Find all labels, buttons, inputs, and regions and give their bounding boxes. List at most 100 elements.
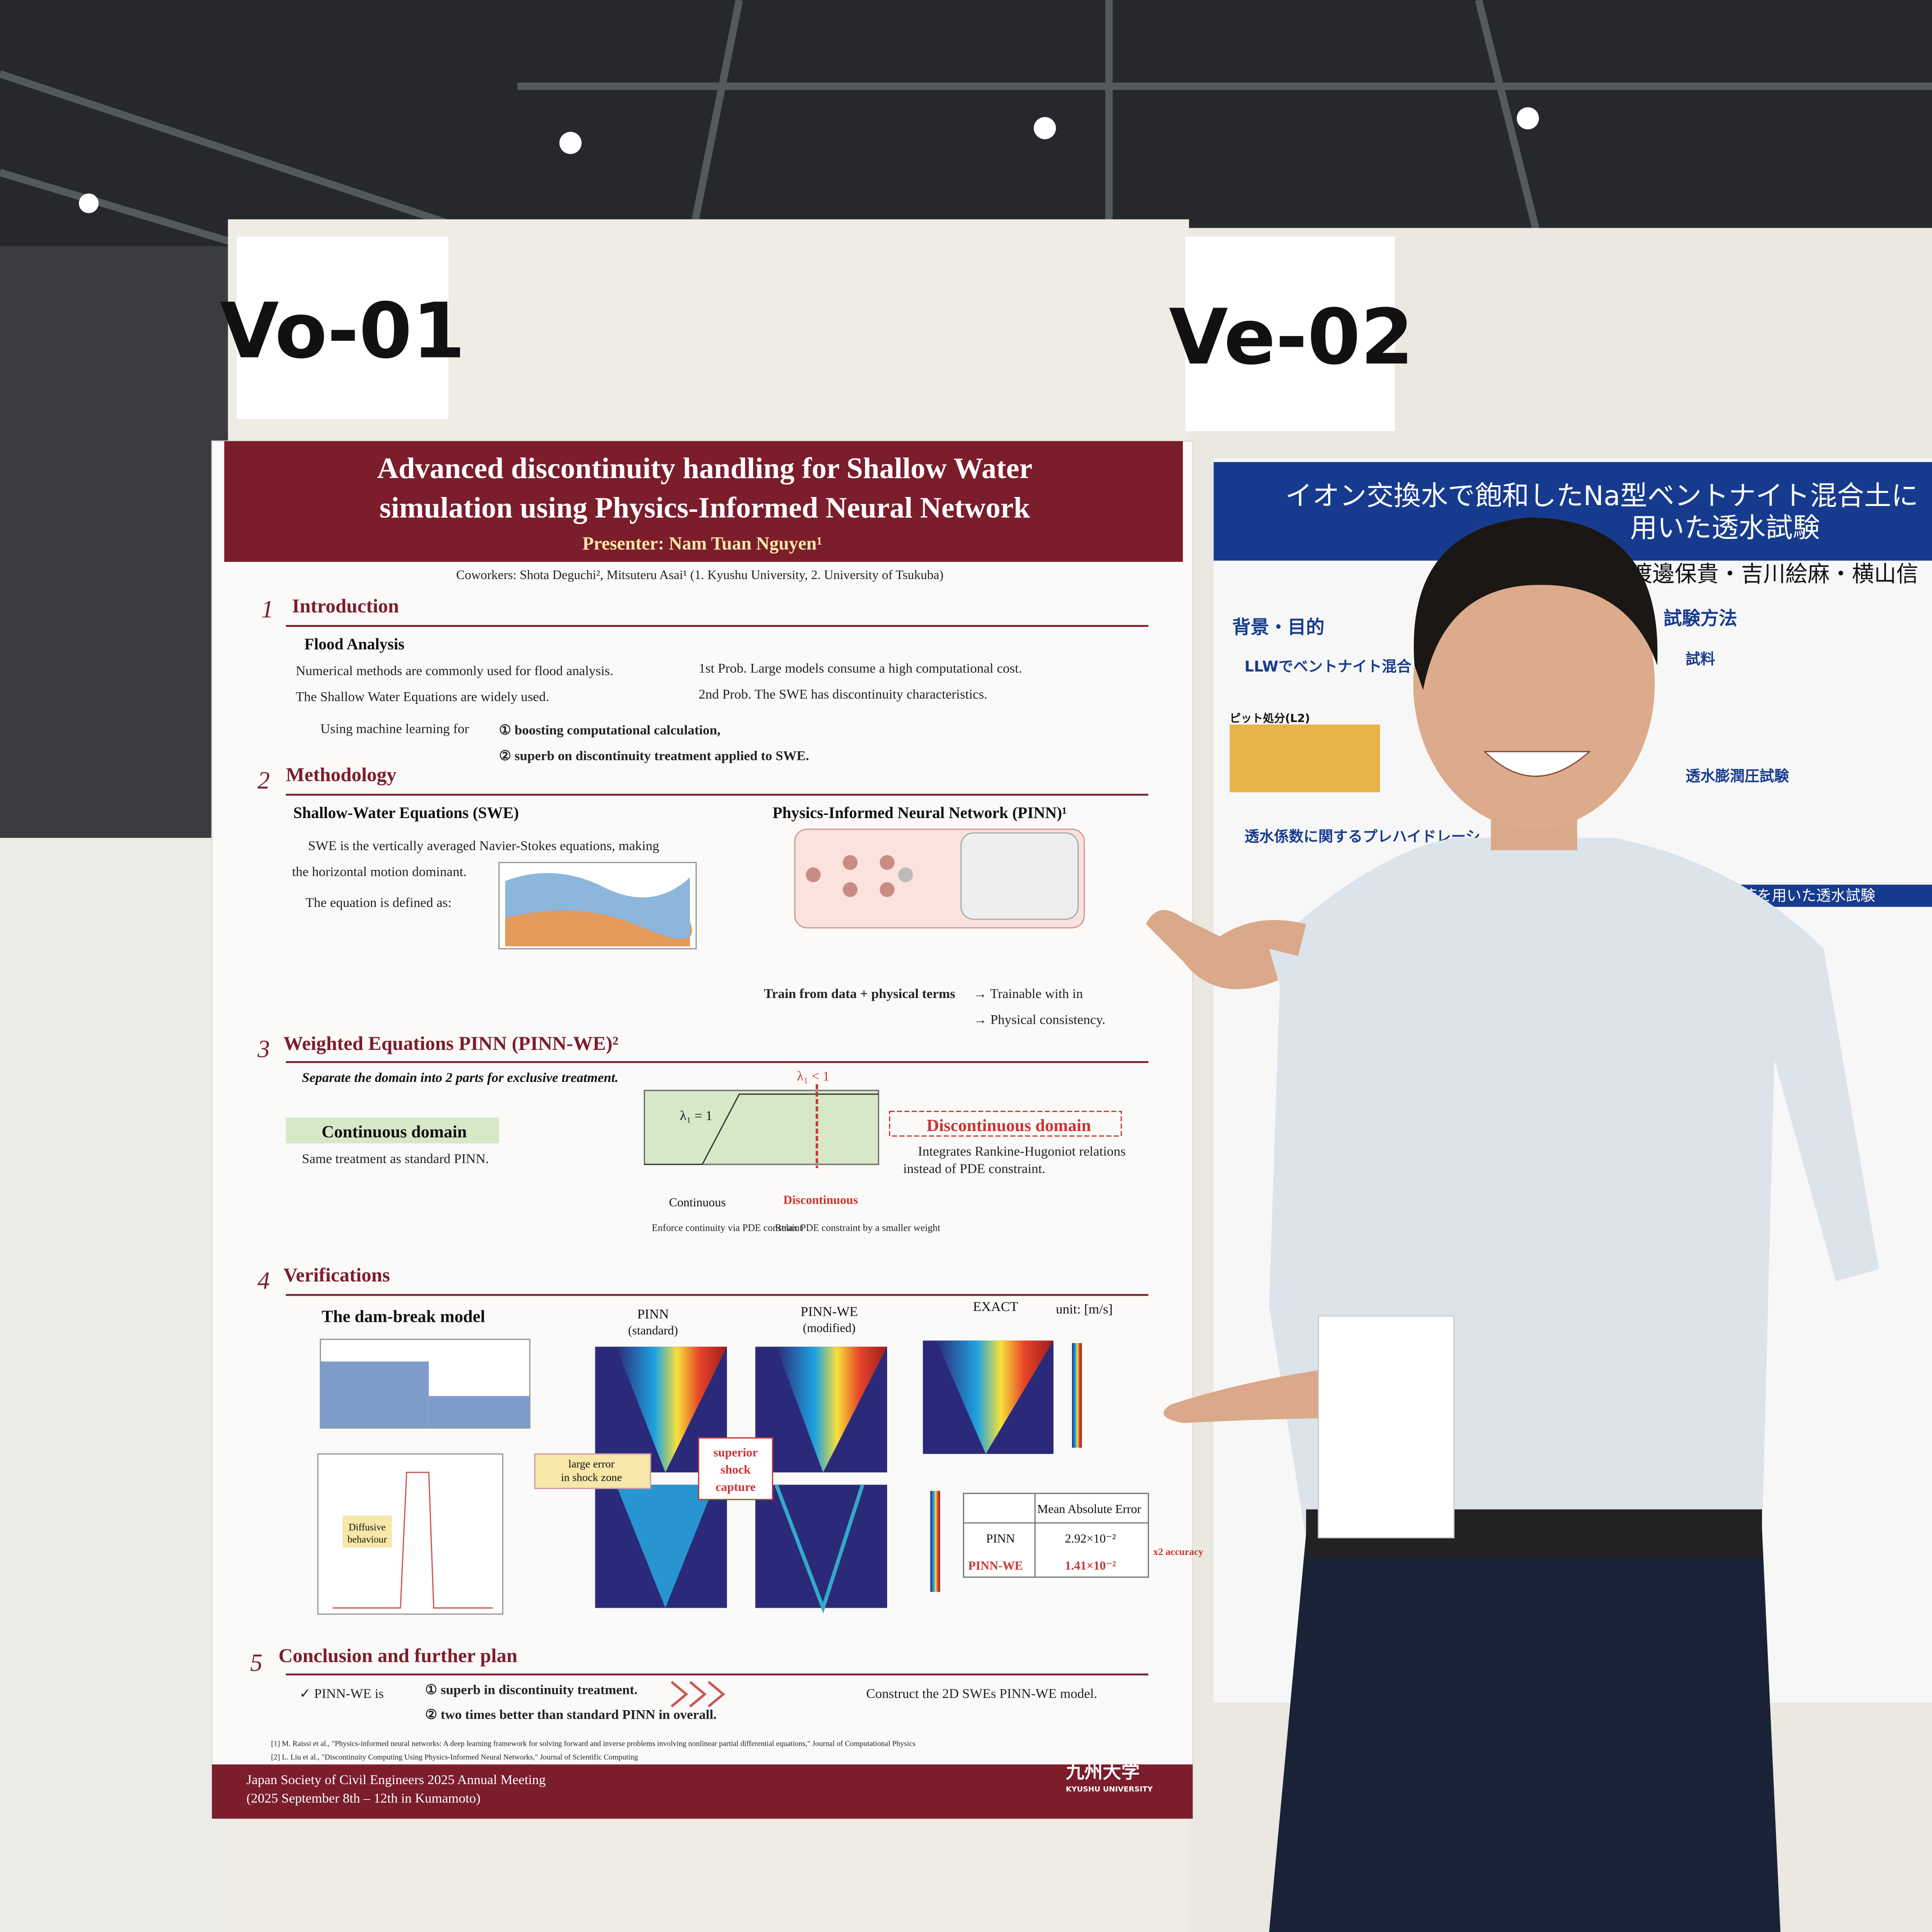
poster-text: 1st Prob. Large models consume a high co… [699,661,1022,676]
poster-text: Same treatment as standard PINN. [302,1151,489,1166]
poster-text: (standard) [628,1324,678,1337]
poster-text: ① boosting computational calculation, [499,722,721,737]
poster-text: The Shallow Water Equations are widely u… [296,689,549,704]
poster-text: → Physical consistency. [973,1012,1105,1027]
poster-text: 3 [257,1035,270,1063]
poster-text: ② superb on discontinuity treatment appl… [499,748,810,764]
hair [1413,517,1658,690]
pinn-diagram [794,828,1085,929]
poster-text: 背景・目的 [1232,616,1325,638]
poster-text: The equation is defined as: [306,895,452,910]
poster-text: Ve-02 [1169,293,1414,382]
poster-text: PINN [986,1532,1015,1546]
sleeve [1269,948,1343,1035]
poster-text: Enforce continuity via PDE constraint [652,1222,802,1233]
other-figure [1229,724,1380,792]
heatmaps [317,1339,1149,1615]
poster-text: → Trainable with in [973,986,1083,1001]
poster-text: 試料 [1686,651,1716,668]
poster-text: SWE is the vertically averaged Navier-St… [308,838,659,853]
poster-text: 5 [250,1649,262,1676]
poster-text: ✓ PINN-WE is [299,1686,384,1701]
poster-header [224,441,1183,562]
sign-card [236,236,449,419]
poster-text: Coworkers: Shota Deguchi², Mitsuteru Asa… [456,568,943,582]
name-badge [1318,1315,1455,1539]
poster-text: The dam-break model [322,1307,485,1326]
domain-chart [285,1084,1122,1168]
poster-text: Vo-01 [220,286,465,375]
smile [1483,751,1592,777]
poster-text: Numerical methods are commonly used for … [296,663,613,678]
poster-text: Conclusion and further plan [278,1645,517,1667]
poster-text: Japan Society of Civil Engineers 2025 An… [246,1772,545,1787]
poster-text: Advanced discontinuity handling for Shal… [377,452,1032,485]
floor [0,837,235,1932]
poster-text: capture [716,1480,756,1494]
poster-text: x2 accuracy [1153,1546,1203,1557]
poster-text: Separate the domain into 2 parts for exc… [302,1070,618,1085]
poster-text: (2025 September 8th – 12th in Kumamoto) [246,1790,480,1806]
poster-text: 2nd Prob. The SWE has discontinuity char… [699,686,987,702]
poster-text: Relax PDE constraint by a smaller weight [775,1222,940,1233]
poster-text: λ₁ = 1 [680,1108,713,1123]
poster-text: unit: [m/s] [1056,1301,1113,1316]
poster-text: イオン交換水で飽和したNa型ベントナイト混合土に [1285,480,1918,512]
poster-text: 2 [258,767,270,794]
poster-text: Presenter: Nam Tuan Nguyen¹ [583,533,823,554]
poster-text: 透水膨潤圧試験 [1686,768,1789,785]
poster-text: PINN [637,1306,669,1321]
poster-text: Verifications [283,1264,390,1286]
poster-text: LLWでベントナイト混合 [1244,658,1411,675]
poster-text: Continuous [669,1196,726,1209]
poster-text: 1 [261,595,273,623]
texts: Vo-01 Ve-02 Advanced discontinuity handlin… [220,286,1918,1806]
poster-text: ① superb in discontinuity treatment. [425,1682,638,1697]
poster-footer [212,1764,1193,1819]
poster-text: λ₁ < 1 [797,1068,829,1084]
poster-text: Using machine learning for [320,721,469,736]
poster-text: 渡邊保貴・吉川絵麻・横山信 [1630,561,1918,587]
poster-text: ② two times better than standard PINN in… [425,1707,717,1722]
poster-text: [2] L. Liu et al., "Discontinuity Comput… [271,1753,638,1762]
poster-text: 4 [258,1267,270,1294]
poster-text: [1] M. Raissi et al., "Physics-informed … [271,1739,915,1748]
poster-text: Physics-Informed Neural Network (PINN)¹ [773,804,1067,822]
poster-text: EXACT [973,1299,1018,1314]
poster-text: PINN-WE [800,1304,858,1319]
poster-text: in shock zone [561,1472,622,1484]
poster-text: Train from data + physical terms [764,986,955,1001]
light [78,193,99,213]
light [1034,117,1056,139]
poster-text: behaviour [348,1534,387,1545]
poster-text: Weighted Equations PINN (PINN-WE)² [283,1033,618,1054]
raised-hand [1145,910,1306,989]
sign-card [1185,236,1395,432]
poster-text: Introduction [292,595,399,617]
poster-text: Flood Analysis [304,635,405,653]
poster-text: (modified) [803,1321,856,1334]
ceiling [0,0,1932,247]
poster-text: Discontinuous [783,1193,858,1206]
ceiling-beams [0,0,1932,250]
poster-text: Construct the 2D SWEs PINN-WE model. [866,1686,1097,1701]
arrow-icon [671,1681,726,1708]
poster-text: 九州大学 [1066,1761,1140,1782]
poster-text: superior [713,1445,758,1459]
poster-text: shock [721,1463,751,1477]
poster-text: 試験方法 [1663,607,1737,629]
poster-text: Discontinuous domain [927,1116,1091,1135]
poster-text: Continuous domain [322,1122,467,1141]
poster-text: instead of PDE constraint. [903,1161,1045,1176]
poster-text: Shallow-Water Equations (SWE) [293,804,519,822]
poster-text: KYUSHU UNIVERSITY [1066,1785,1153,1794]
face [1413,538,1655,829]
poster-text: 1.41×10⁻² [1065,1559,1116,1573]
poster-text: Mean Absolute Error [1037,1502,1141,1516]
trousers [1269,1527,1780,1932]
poster-text: the horizontal motion dominant. [292,864,467,879]
poster-text: 用いた透水試験 [1630,512,1820,544]
swe-diagram [498,862,697,950]
